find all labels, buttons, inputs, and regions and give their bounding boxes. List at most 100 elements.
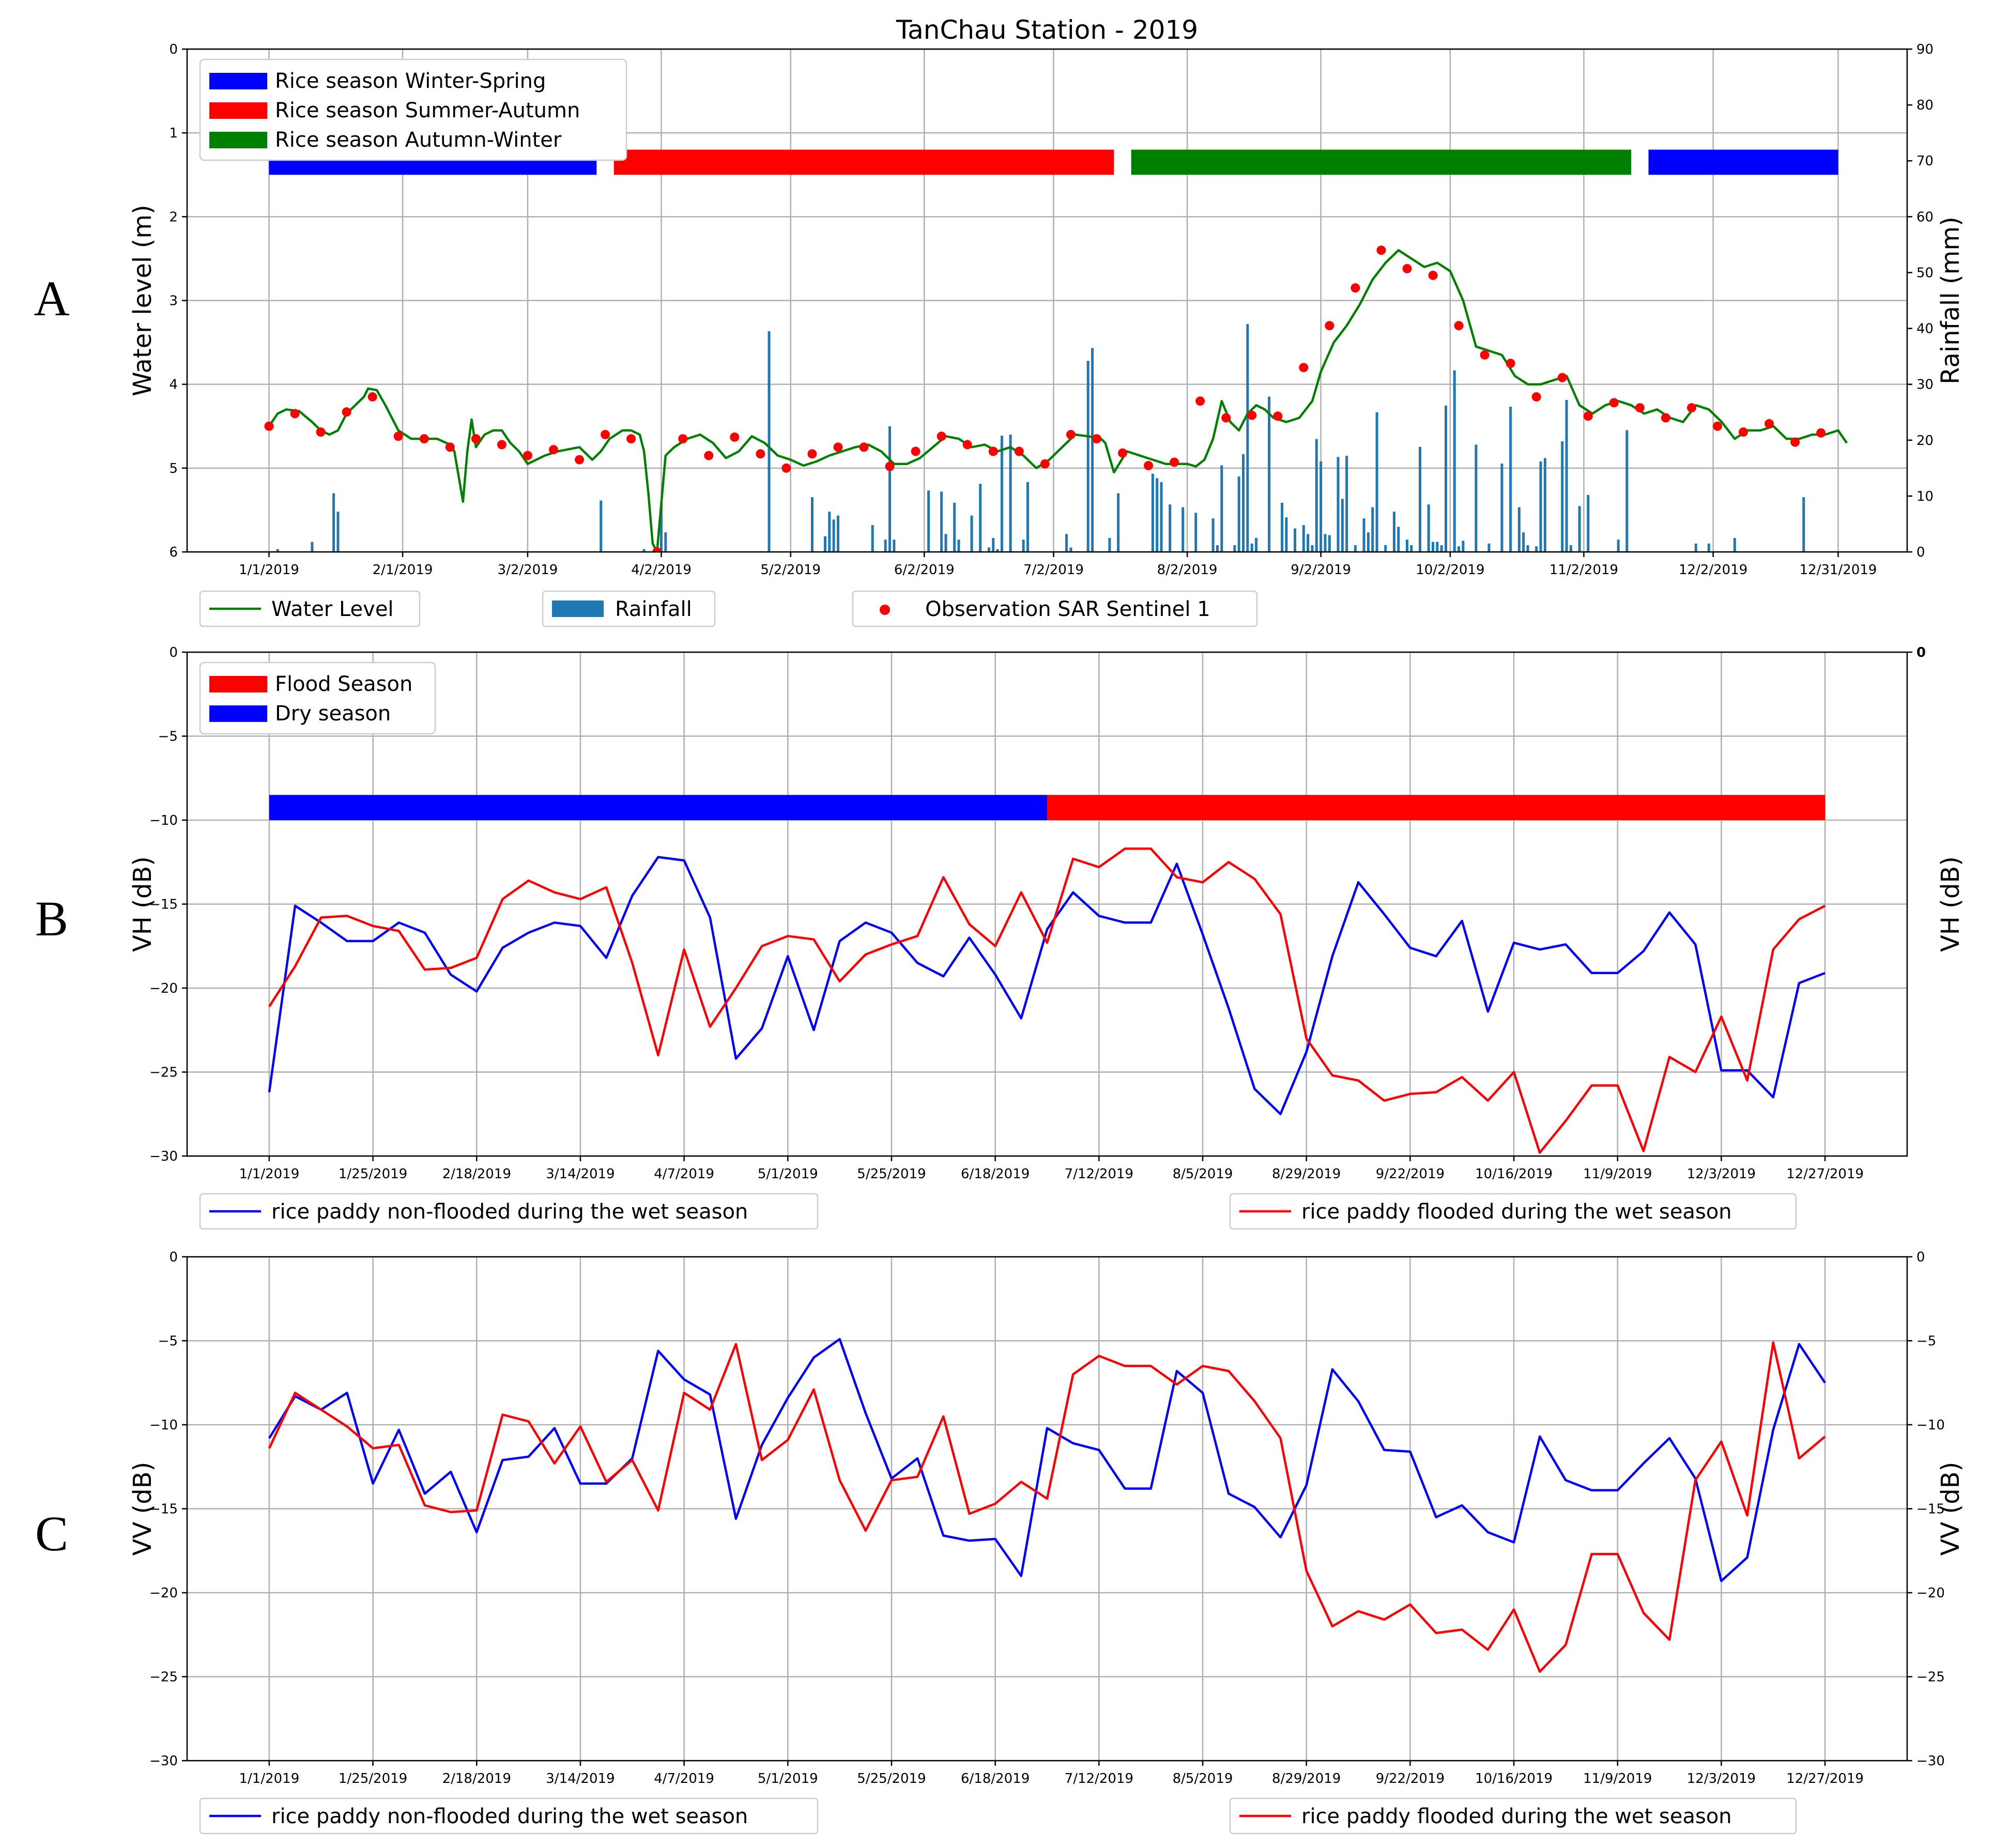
x-tick-label: 5/25/2019	[857, 1771, 926, 1787]
rainfall-bar	[1462, 541, 1465, 552]
panel-letter: B	[35, 891, 68, 946]
observation-point	[1454, 321, 1464, 331]
rainfall-bar	[1694, 543, 1697, 552]
rainfall-bar	[768, 331, 771, 552]
observation-point	[548, 445, 558, 455]
observation-point	[1144, 460, 1154, 470]
observation-point	[1583, 411, 1593, 421]
rainfall-bar	[1354, 545, 1357, 552]
rainfall-bar	[836, 515, 839, 552]
y-tick-label: −10	[149, 813, 178, 828]
rainfall-bar	[1453, 370, 1456, 552]
observation-point	[1506, 359, 1515, 368]
observation-point	[1531, 392, 1541, 402]
observation-point	[497, 440, 507, 450]
y-tick-label: −20	[149, 981, 178, 996]
legend-flooded-label: rice paddy flooded during the wet season	[1301, 1200, 1732, 1224]
x-tick-label: 3/14/2019	[546, 1771, 615, 1787]
observation-point	[1325, 321, 1334, 331]
rainfall-bar	[1587, 495, 1590, 552]
x-tick-label: 1/1/2019	[239, 1771, 299, 1787]
y-right-tick-label: 80	[1916, 98, 1933, 113]
observation-point	[523, 451, 532, 460]
rainfall-bar	[1181, 507, 1185, 552]
rainfall-bar	[1341, 499, 1344, 552]
y-right-tick-label: 0	[1916, 1250, 1925, 1265]
y-right-tick-label: −20	[1916, 1585, 1945, 1601]
x-tick-label: 7/12/2019	[1065, 1166, 1133, 1182]
observation-point	[937, 432, 946, 441]
rainfall-bar	[1237, 476, 1240, 552]
observation-point	[1040, 459, 1050, 469]
rainfall-bar	[1569, 545, 1572, 552]
y-right-tick-label: −5	[1916, 1334, 1936, 1349]
legend-rainfall-swatch	[552, 600, 604, 617]
rainfall-bar	[1457, 546, 1461, 552]
observation-point	[264, 421, 274, 431]
x-tick-label: 1/25/2019	[339, 1771, 407, 1787]
x-tick-label: 11/2/2019	[1549, 562, 1618, 578]
y-axis-label: VV (dB)	[128, 1462, 157, 1556]
observation-point	[1713, 421, 1723, 431]
rainfall-bar	[1233, 545, 1236, 552]
x-tick-label: 12/27/2019	[1786, 1771, 1864, 1787]
x-tick-label: 1/1/2019	[239, 562, 299, 578]
x-tick-label: 8/5/2019	[1173, 1771, 1233, 1787]
rainfall-bar	[1500, 464, 1503, 552]
y-right-tick-label: 90	[1916, 42, 1933, 57]
rainfall-bar	[1307, 534, 1310, 552]
y-tick-label: 0	[169, 42, 178, 57]
observation-point	[419, 434, 429, 444]
axes-frame	[186, 1256, 1908, 1762]
rainfall-bar	[1255, 537, 1258, 552]
rainfall-bar	[1268, 396, 1271, 552]
observation-point	[1557, 373, 1567, 382]
x-tick-label: 8/2/2019	[1157, 562, 1218, 578]
rainfall-bar	[1117, 493, 1120, 552]
rainfall-bar	[1345, 456, 1348, 552]
rainfall-bar	[1065, 534, 1068, 552]
rainfall-bar	[1324, 534, 1327, 552]
y-right-tick-label: 0	[1916, 545, 1925, 560]
rainfall-bar	[1362, 518, 1365, 552]
y-tick-label: −15	[149, 1502, 178, 1517]
rainfall-bar	[1371, 507, 1374, 552]
y-tick-label: −20	[149, 1585, 178, 1601]
x-tick-label: 9/22/2019	[1376, 1771, 1445, 1787]
x-tick-label: 11/9/2019	[1583, 1771, 1652, 1787]
observation-point	[911, 446, 920, 456]
series-line-non-flooded	[268, 1338, 1826, 1582]
x-tick-label: 4/7/2019	[654, 1771, 714, 1787]
rainfall-bar	[1522, 532, 1525, 552]
y-tick-label: −25	[149, 1065, 178, 1081]
y-right-tick-label: 0	[1916, 645, 1926, 660]
rainfall-bar	[871, 525, 874, 552]
rainfall-bar	[1440, 545, 1443, 552]
rainfall-bar	[659, 502, 663, 552]
season-bar	[613, 149, 1114, 175]
rainfall-bar	[1026, 482, 1029, 552]
observation-point	[1092, 434, 1101, 444]
rainfall-bar	[832, 519, 835, 552]
y-tick-label: 1	[169, 126, 178, 141]
y-tick-label: 0	[169, 1250, 178, 1265]
rainfall-bar	[823, 536, 826, 552]
x-tick-label: 10/16/2019	[1475, 1771, 1553, 1787]
rainfall-bar	[953, 502, 956, 552]
season-legend-label: Rice season Summer-Autumn	[275, 99, 580, 122]
legend-non-flooded-label: rice paddy non-flooded during the wet se…	[271, 1805, 748, 1828]
x-tick-label: 8/29/2019	[1272, 1771, 1341, 1787]
x-tick-label: 4/2/2019	[631, 562, 692, 578]
rainfall-bar	[944, 534, 947, 552]
rainfall-bar	[1315, 439, 1318, 552]
series-line-flooded	[268, 1341, 1826, 1673]
rainfall-bar	[940, 491, 943, 552]
season-bar	[269, 795, 1047, 820]
season-legend-swatch	[209, 73, 267, 89]
legend-rainfall-box	[542, 590, 716, 627]
rainfall-bar	[664, 532, 667, 552]
rainfall-bar	[992, 537, 995, 552]
x-tick-label: 12/3/2019	[1687, 1166, 1756, 1182]
observation-point	[1273, 411, 1283, 421]
